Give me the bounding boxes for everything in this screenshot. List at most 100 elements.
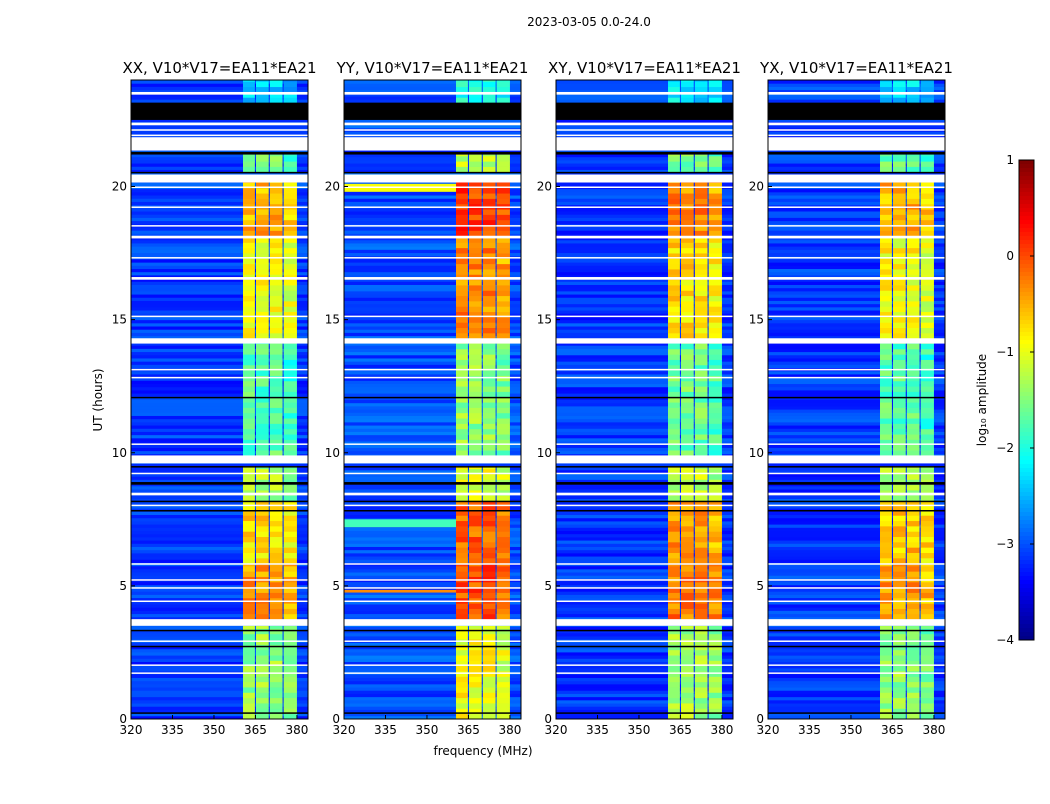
- rfi-band-cell: [469, 193, 482, 199]
- rfi-band-cell: [681, 639, 694, 645]
- rfi-band-cell: [668, 333, 680, 339]
- rfi-band-cell: [893, 671, 906, 677]
- flagged-row: [556, 443, 733, 445]
- rfi-band-cell: [284, 495, 297, 501]
- flagged-row: [344, 92, 521, 95]
- rfi-band-cell: [921, 603, 934, 609]
- rfi-band-cell: [256, 703, 269, 709]
- rfi-band-cell: [456, 328, 468, 334]
- rfi-band-cell: [695, 603, 708, 609]
- rfi-band-cell: [497, 376, 510, 382]
- rfi-band-cell: [880, 349, 892, 355]
- x-tick-label: 380: [498, 723, 521, 737]
- rfi-band-cell: [709, 322, 722, 328]
- y-tick-label: 5: [544, 579, 552, 593]
- colorbar-cell: [1019, 624, 1034, 629]
- rfi-band-cell: [284, 418, 297, 424]
- rfi-band-cell: [880, 381, 892, 387]
- rfi-band-cell: [709, 407, 722, 413]
- rfi-band-cell: [456, 644, 468, 650]
- rfi-band-cell: [497, 392, 510, 398]
- rfi-band-cell: [270, 474, 283, 480]
- rfi-band-cell: [243, 209, 255, 215]
- rfi-band-cell: [695, 392, 708, 398]
- rfi-band-cell: [256, 193, 269, 199]
- rfi-band-cell: [921, 537, 934, 543]
- flagged-row: [768, 501, 945, 503]
- rfi-band-cell: [469, 628, 482, 634]
- rfi-band-cell: [270, 429, 283, 435]
- rfi-band-cell: [469, 485, 482, 491]
- colorbar-cell: [1019, 448, 1034, 453]
- rfi-band-cell: [921, 582, 934, 588]
- background-cell: [556, 125, 733, 129]
- flagged-row: [131, 377, 308, 379]
- flagged-row: [131, 587, 308, 589]
- rfi-band-cell: [709, 566, 722, 572]
- rfi-band-cell: [907, 429, 920, 435]
- rfi-band-cell: [284, 650, 297, 656]
- rfi-band-cell: [921, 258, 934, 264]
- rfi-band-cell: [456, 296, 468, 302]
- rfi-band-cell: [921, 230, 934, 236]
- rfi-band-cell: [469, 155, 482, 157]
- rfi-band-cell: [893, 81, 906, 87]
- rfi-band-cell: [270, 639, 283, 645]
- rfi-band-cell: [681, 280, 694, 286]
- rfi-band-cell: [695, 682, 708, 688]
- flagged-row: [768, 257, 945, 259]
- rfi-band-cell: [921, 692, 934, 698]
- rfi-band-cell: [256, 644, 269, 650]
- rfi-band-cell: [709, 242, 722, 248]
- rfi-band-cell: [243, 81, 255, 87]
- y-tick-label: 20: [537, 180, 552, 194]
- colorbar-cell: [1019, 168, 1034, 173]
- rfi-band-cell: [256, 628, 269, 634]
- colorbar-cell: [1019, 560, 1034, 565]
- colorbar-cell: [1019, 584, 1034, 589]
- rfi-band-cell: [256, 349, 269, 355]
- rfi-band-cell: [893, 639, 906, 645]
- rfi-band-cell: [256, 290, 269, 296]
- rfi-band-cell: [256, 264, 269, 270]
- rfi-band-cell: [469, 344, 482, 350]
- rfi-band-cell: [284, 220, 297, 226]
- rfi-band-cell: [695, 650, 708, 656]
- rfi-band-cell: [284, 306, 297, 312]
- rfi-band-cell: [668, 317, 680, 323]
- colorbar-cell: [1019, 208, 1034, 213]
- y-tick-label: 5: [332, 579, 340, 593]
- rfi-band-cell: [483, 81, 496, 87]
- colorbar-cell: [1019, 564, 1034, 569]
- rfi-band-cell: [284, 634, 297, 640]
- colorbar-cell: [1019, 420, 1034, 425]
- rfi-band-cell: [270, 553, 283, 559]
- rfi-band-cell: [709, 593, 722, 599]
- rfi-band-cell: [893, 230, 906, 236]
- colorbar-cell: [1019, 508, 1034, 513]
- rfi-band-cell: [907, 269, 920, 275]
- rfi-band-cell: [709, 666, 722, 672]
- flagged-row: [768, 92, 945, 95]
- rfi-band-cell: [469, 655, 482, 661]
- rfi-band-cell: [270, 209, 283, 215]
- rfi-band-cell: [668, 155, 680, 157]
- rfi-band-cell: [921, 639, 934, 645]
- rfi-band-cell: [681, 296, 694, 302]
- rfi-band-cell: [907, 687, 920, 693]
- flagged-row: [556, 664, 733, 666]
- rfi-band-cell: [893, 521, 906, 527]
- rfi-band-cell: [880, 626, 892, 629]
- rfi-band-cell: [483, 209, 496, 215]
- rfi-band-cell: [469, 81, 482, 87]
- rfi-band-cell: [907, 423, 920, 429]
- rfi-band-cell: [256, 370, 269, 376]
- rfi-band-cell: [695, 87, 708, 93]
- rfi-band-cell: [880, 434, 892, 440]
- rfi-band-cell: [668, 198, 680, 204]
- rfi-band-cell: [893, 698, 906, 704]
- rfi-band-cell: [880, 429, 892, 435]
- x-tick-label: 365: [244, 723, 267, 737]
- rfi-band-cell: [456, 161, 468, 167]
- rfi-band-cell: [668, 402, 680, 408]
